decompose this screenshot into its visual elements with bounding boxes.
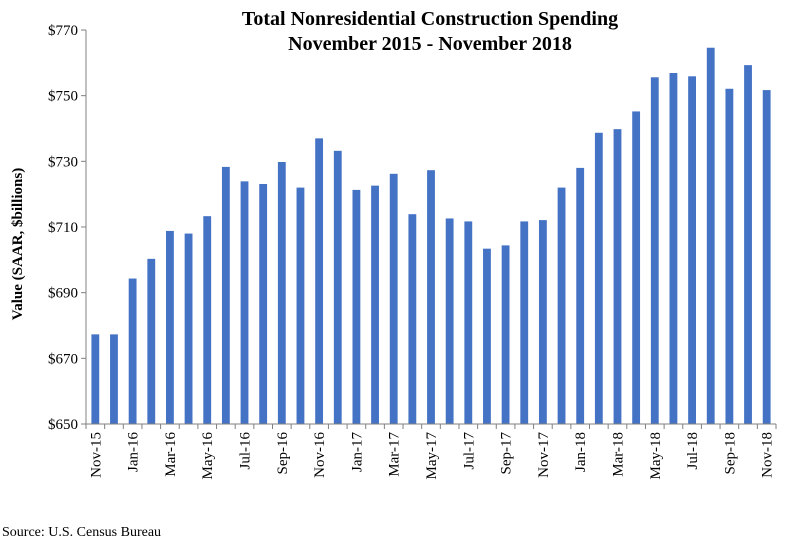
bar-may-17	[427, 170, 435, 424]
x-tick-label: Jan-16	[126, 432, 142, 472]
x-tick-label: Nov-16	[312, 432, 328, 478]
bar-mar-16	[166, 230, 174, 424]
bar-nov-15	[91, 334, 100, 424]
bar-mar-17	[389, 173, 398, 424]
bar-jun-18	[669, 73, 678, 425]
bar-dec-15	[110, 334, 118, 424]
y-tick-label: $670	[48, 351, 78, 367]
x-tick-label: May-16	[200, 432, 216, 480]
x-tick-label: Mar-18	[610, 432, 626, 477]
bar-dec-17	[557, 187, 566, 424]
bar-mar-18	[613, 129, 622, 424]
bar-apr-16	[184, 233, 193, 424]
bar-nov-16	[315, 138, 324, 424]
bar-jan-16	[128, 278, 137, 424]
x-tick-label: Nov-18	[760, 432, 776, 478]
y-tick-label: $750	[48, 89, 78, 105]
bar-may-16	[203, 216, 212, 424]
bar-aug-16	[259, 183, 268, 424]
bar-feb-18	[594, 132, 603, 425]
x-tick-label: Jul-18	[685, 432, 701, 470]
bars-group	[91, 47, 771, 425]
y-tick-label: $770	[48, 23, 78, 39]
x-tick-label: Sep-16	[275, 432, 291, 475]
bar-jul-17	[464, 221, 473, 424]
x-tick-label: May-17	[424, 432, 440, 480]
x-axis-ticks: Nov-15 Jan-16 Mar-16 May-16 Jul-16 Sep-16 Nov-…	[85, 424, 777, 480]
source-note: Source: U.S. Census Bureau	[2, 525, 162, 540]
y-tick-label: $730	[48, 154, 78, 170]
x-tick-label: May-18	[648, 432, 664, 480]
bar-feb-17	[371, 185, 379, 424]
bar-jan-18	[576, 167, 585, 424]
bar-aug-17	[483, 248, 491, 424]
y-tick-label: $710	[48, 220, 78, 236]
bar-nov-17	[538, 220, 547, 424]
bar-jun-17	[445, 218, 454, 424]
x-tick-label: Jul-16	[238, 432, 254, 470]
y-axis-label: Value (SAAR, $billions)	[10, 168, 26, 320]
x-tick-label: Sep-17	[499, 432, 515, 475]
x-tick-label: Jan-17	[349, 432, 365, 472]
bar-feb-16	[147, 258, 156, 424]
x-tick-label: Sep-18	[722, 432, 738, 475]
bar-sep-18	[725, 88, 734, 424]
bar-dec-16	[333, 150, 342, 424]
chart-subtitle: November 2015 - November 2018	[288, 33, 572, 55]
bar-aug-18	[706, 47, 715, 424]
x-tick-label: Nov-15	[88, 432, 104, 478]
bar-oct-18	[744, 65, 752, 425]
bar-sep-16	[277, 161, 286, 425]
y-tick-label: $690	[48, 286, 78, 302]
bar-oct-16	[296, 187, 305, 424]
bar-apr-18	[632, 111, 641, 424]
bar-jul-16	[240, 181, 249, 424]
x-tick-label: Nov-17	[536, 432, 552, 478]
x-tick-label: Jul-17	[461, 432, 477, 470]
chart-title: Total Nonresidential Construction Spendi…	[242, 8, 618, 30]
bar-may-18	[650, 77, 659, 424]
bar-jan-17	[352, 189, 361, 424]
y-axis-ticks: $650 $670 $690 $710 $730 $750 $770	[48, 23, 86, 433]
x-tick-label: Mar-16	[163, 432, 179, 477]
bar-sep-17	[501, 245, 510, 424]
bar-apr-17	[408, 214, 417, 424]
x-tick-label: Jan-18	[573, 432, 589, 472]
bar-jun-16	[221, 166, 230, 425]
bar-nov-18	[762, 90, 771, 425]
bar-oct-17	[520, 221, 529, 424]
y-tick-label: $650	[48, 417, 78, 433]
x-tick-label: Mar-17	[387, 432, 403, 477]
bar-jul-18	[688, 76, 696, 425]
